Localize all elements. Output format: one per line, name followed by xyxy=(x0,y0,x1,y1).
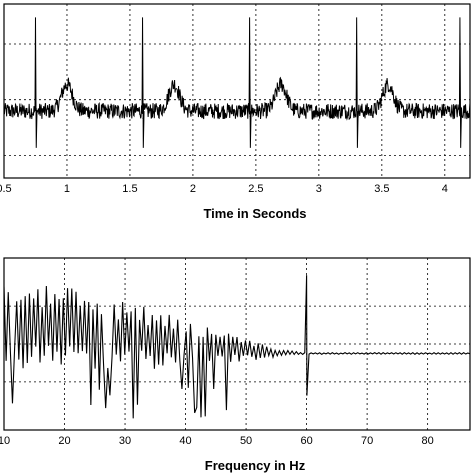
ecg-x-tick-label: 0.5 xyxy=(0,183,12,195)
spectrum-x-tick-label: 10 xyxy=(0,435,10,447)
ecg-x-tick-label: 3 xyxy=(316,183,322,195)
ecg-x-tick-label: 2 xyxy=(190,183,196,195)
ecg-signal-line xyxy=(4,17,470,148)
ecg-x-tick-label: 3.5 xyxy=(374,183,389,195)
ecg-x-axis-label: Time in Seconds xyxy=(203,206,306,221)
spectrum-panel: 10 20 30 40 50 60 70 80 Frequency in Hz xyxy=(0,257,471,473)
spectrum-x-tick-label: 80 xyxy=(422,435,434,447)
ecg-plot-frame xyxy=(3,3,471,179)
spectrum-x-tick-label: 20 xyxy=(58,435,70,447)
ecg-x-tick-label: 1.5 xyxy=(122,183,137,195)
spectrum-x-tick-label: 50 xyxy=(240,435,252,447)
spectrum-x-tick-label: 40 xyxy=(179,435,191,447)
ecg-x-tick-label: 1 xyxy=(64,183,70,195)
spectrum-x-tick-label: 70 xyxy=(361,435,373,447)
spectrum-signal-line xyxy=(4,275,470,419)
ecg-time-panel: 0.5 1 1.5 2 2.5 3 3.5 4 Time in Seconds xyxy=(0,3,471,221)
spectrum-x-tick-label: 60 xyxy=(300,435,312,447)
ecg-x-tick-label: 2.5 xyxy=(248,183,263,195)
spectrum-x-tick-label: 30 xyxy=(119,435,131,447)
ecg-x-tick-label: 4 xyxy=(442,183,448,195)
spectrum-x-axis-label: Frequency in Hz xyxy=(205,458,306,473)
